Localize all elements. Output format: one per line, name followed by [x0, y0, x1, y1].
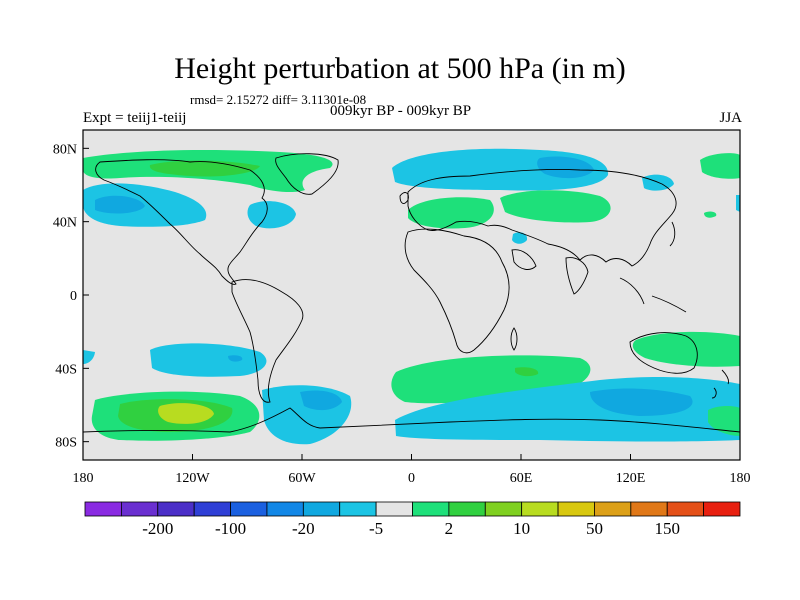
colorbar-swatch [375, 501, 413, 517]
period-label: 009kyr BP - 009kyr BP [330, 103, 472, 119]
contour-cyan-edge [736, 195, 740, 212]
colorbar-label: 150 [654, 519, 680, 538]
experiment-label: Expt = teiij1-teiij [83, 110, 187, 126]
contour-blue-eura [537, 156, 594, 179]
contour-blue-sio [590, 388, 693, 416]
lat-tick-label: 80N [53, 142, 77, 157]
contour-green-aus [632, 331, 740, 367]
map-title: Height perturbation at 500 hPa (in m) [174, 52, 626, 85]
colorbar [84, 501, 741, 517]
contour-green-asia [500, 190, 611, 223]
lon-tick-label: 60E [510, 471, 533, 486]
coastlines [83, 153, 740, 433]
contour-green-small [704, 211, 717, 218]
contour-blue-nam [95, 195, 145, 214]
colorbar-swatch [266, 501, 304, 517]
lon-tick-label: 120E [616, 471, 646, 486]
colorbar-swatch [120, 501, 159, 517]
lon-tick-label: 60W [288, 471, 316, 486]
colorbar-swatch [703, 501, 741, 517]
contour-blue-spac [228, 355, 243, 362]
colorbar-swatch [193, 501, 231, 517]
colorbar-label: -5 [369, 519, 383, 538]
colorbar-swatch [594, 501, 632, 517]
colorbar-swatch [666, 501, 705, 517]
lon-tick-label: 0 [408, 471, 415, 486]
colorbar-label: 2 [445, 519, 454, 538]
colorbar-labels: -200 -100 -20 -5 2 10 50 150 [142, 519, 680, 538]
lat-tick-label: 80S [55, 436, 77, 451]
contour-green2-satl [515, 367, 539, 377]
lat-tick-label: 0 [70, 289, 77, 304]
axis-labels: 180 120W 60W 0 60E 120E 180 80N 40N 0 40S 80S [53, 142, 751, 486]
colorbar-label: -200 [142, 519, 173, 538]
colorbar-label: 50 [586, 519, 603, 538]
colorbar-swatch [84, 501, 122, 517]
contour-green-npac [700, 153, 740, 179]
contour-blue-sam [300, 390, 342, 411]
contour-green-sedge [708, 406, 740, 436]
colorbar-swatch [302, 501, 341, 517]
stats-text: rmsd= 2.15272 diff= 3.11301e-08 [190, 92, 367, 107]
colorbar-swatch [412, 501, 450, 517]
contour-cyan-spac [150, 343, 267, 377]
contour-cyan-atl [247, 201, 296, 229]
colorbar-label: -20 [292, 519, 315, 538]
colorbar-swatch [557, 501, 595, 517]
colorbar-label: 10 [513, 519, 530, 538]
colorbar-swatch [630, 501, 668, 517]
contour-fills [83, 148, 740, 445]
colorbar-swatch [521, 501, 559, 517]
contour-cyan-sedge [724, 396, 740, 404]
contour-green2-arctic [149, 160, 260, 177]
lon-tick-label: 120W [175, 471, 210, 486]
colorbar-label: -100 [215, 519, 246, 538]
colorbar-swatch [484, 501, 523, 517]
colorbar-swatch [339, 501, 377, 517]
contour-lime-spac [158, 403, 214, 424]
contour-cyan-med [512, 232, 528, 244]
colorbar-swatch [157, 501, 195, 517]
lon-tick-label: 180 [730, 471, 751, 486]
season-label: JJA [719, 110, 742, 126]
colorbar-swatch [230, 501, 268, 517]
lat-tick-label: 40S [55, 362, 77, 377]
colorbar-swatch [448, 501, 486, 517]
lat-tick-label: 40N [53, 216, 77, 231]
contour-green-europe [408, 197, 494, 229]
contour-cyan-nam [83, 183, 207, 227]
axis-ticks [82, 147, 741, 460]
contour-cyan-wedge [83, 350, 95, 364]
lon-tick-label: 180 [73, 471, 94, 486]
